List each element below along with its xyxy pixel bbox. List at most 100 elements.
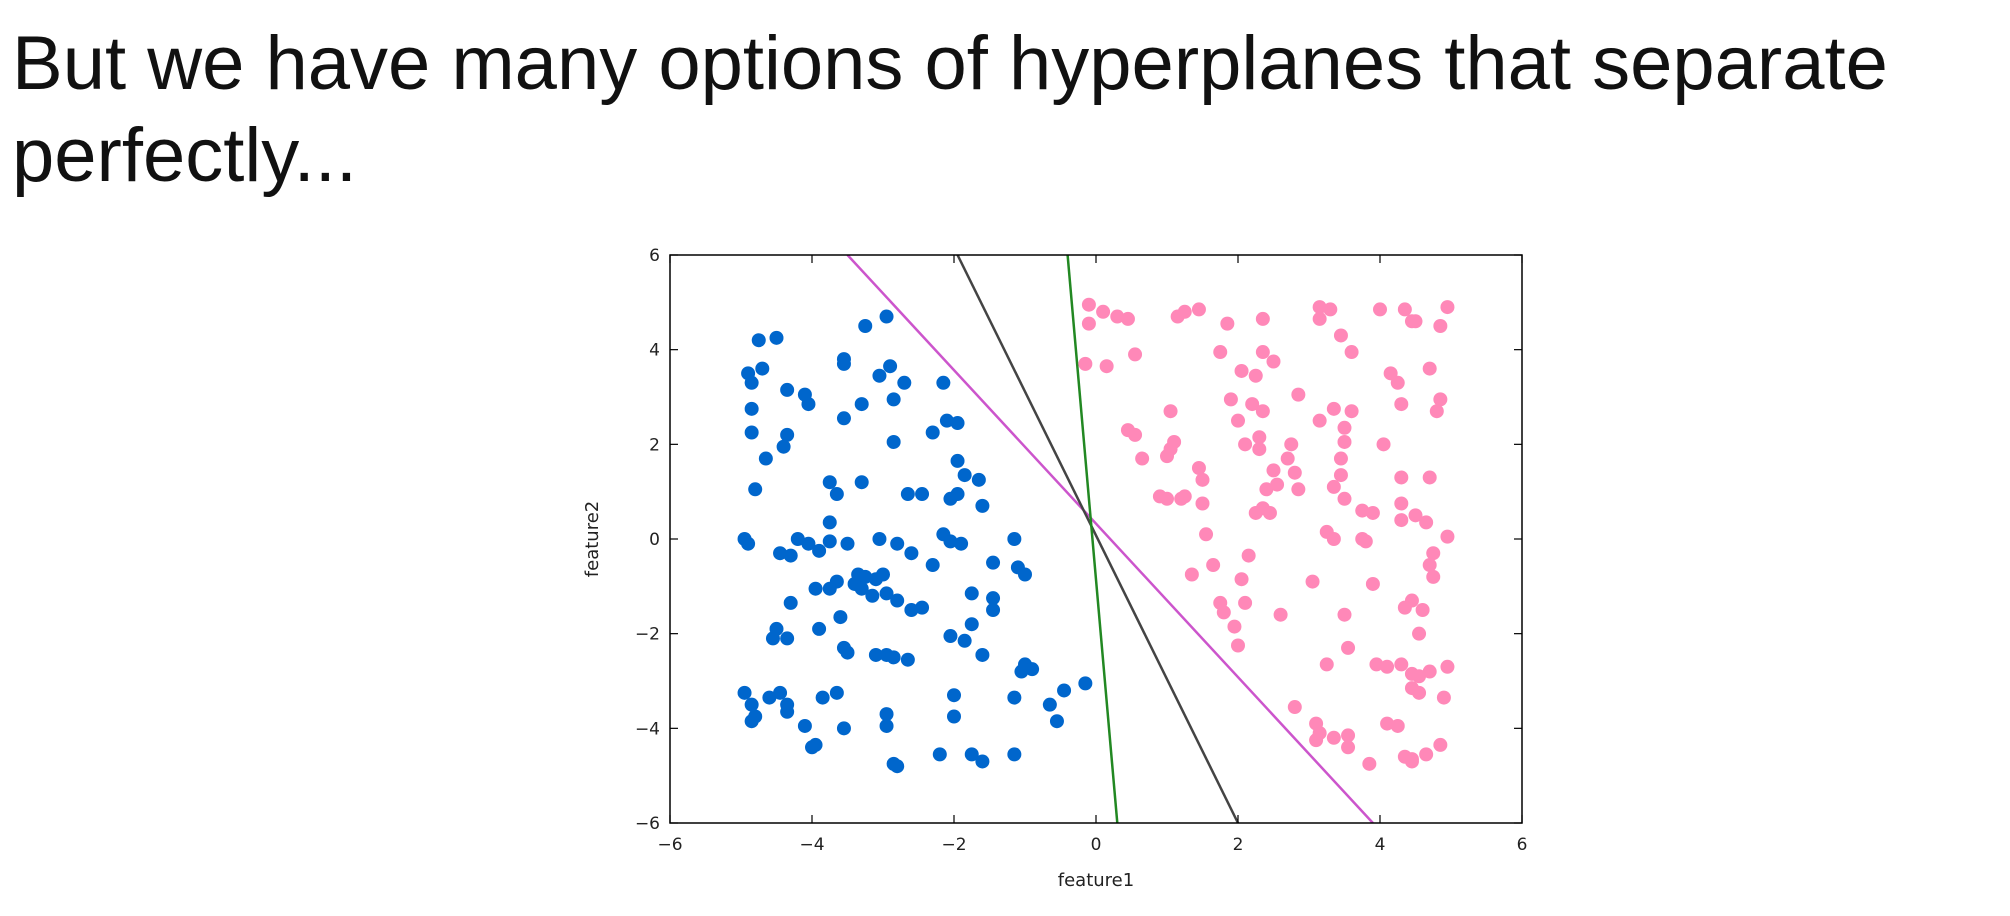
y-axis-label: feature2 bbox=[582, 501, 603, 577]
data-point-class-1 bbox=[805, 740, 819, 755]
data-point-class-1 bbox=[872, 532, 887, 546]
data-point-class-1 bbox=[986, 603, 1001, 617]
data-point-class-1 bbox=[790, 532, 805, 546]
data-point-class-2 bbox=[1128, 347, 1143, 362]
data-point-class-2 bbox=[1252, 430, 1267, 445]
data-point-class-1 bbox=[801, 536, 816, 551]
data-point-class-2 bbox=[1195, 496, 1210, 511]
data-point-class-1 bbox=[854, 475, 869, 490]
data-point-class-2 bbox=[1426, 546, 1441, 561]
data-point-class-1 bbox=[950, 453, 965, 468]
data-point-class-1 bbox=[947, 688, 961, 703]
data-point-class-2 bbox=[1266, 354, 1281, 369]
data-point-class-2 bbox=[1440, 529, 1455, 544]
data-point-class-1 bbox=[943, 491, 958, 506]
data-point-class-2 bbox=[1337, 420, 1352, 435]
data-point-class-2 bbox=[1312, 413, 1327, 428]
data-point-class-2 bbox=[1433, 737, 1448, 752]
data-point-class-1 bbox=[957, 468, 972, 483]
data-point-class-2 bbox=[1365, 505, 1380, 520]
data-point-class-1 bbox=[964, 617, 979, 632]
data-point-class-1 bbox=[964, 586, 979, 601]
data-point-class-1 bbox=[971, 472, 986, 487]
data-point-class-2 bbox=[1362, 756, 1377, 771]
data-point-class-2 bbox=[1227, 619, 1242, 634]
data-point-class-1 bbox=[868, 647, 883, 662]
data-point-class-1 bbox=[776, 439, 791, 454]
data-point-class-1 bbox=[932, 747, 947, 762]
data-point-class-1 bbox=[954, 536, 969, 551]
data-point-class-2 bbox=[1255, 311, 1270, 326]
data-point-class-1 bbox=[737, 685, 752, 700]
data-point-class-2 bbox=[1422, 664, 1437, 679]
data-point-class-2 bbox=[1287, 700, 1302, 715]
y-tick-label: 2 bbox=[649, 435, 660, 455]
data-point-class-2 bbox=[1337, 607, 1352, 622]
data-point-class-1 bbox=[886, 434, 901, 449]
data-point-class-1 bbox=[915, 600, 930, 615]
data-points bbox=[737, 297, 1455, 774]
data-point-class-1 bbox=[879, 586, 894, 601]
data-point-class-1 bbox=[879, 707, 894, 722]
data-point-class-1 bbox=[1025, 662, 1040, 677]
data-point-class-1 bbox=[780, 631, 795, 646]
data-point-class-1 bbox=[904, 603, 919, 617]
data-point-class-1 bbox=[947, 709, 961, 724]
data-point-class-1 bbox=[836, 356, 851, 371]
data-point-class-2 bbox=[1291, 482, 1306, 497]
data-point-class-2 bbox=[1177, 304, 1192, 319]
data-point-class-1 bbox=[943, 534, 958, 549]
data-point-class-2 bbox=[1390, 718, 1405, 733]
data-point-class-2 bbox=[1422, 361, 1437, 376]
data-point-class-2 bbox=[1433, 319, 1448, 333]
data-point-class-1 bbox=[744, 714, 759, 729]
y-tick-label: 6 bbox=[649, 246, 660, 266]
data-point-class-2 bbox=[1238, 437, 1253, 452]
data-point-class-2 bbox=[1326, 532, 1341, 546]
data-point-class-1 bbox=[840, 536, 855, 551]
data-point-class-1 bbox=[744, 697, 759, 712]
data-point-class-1 bbox=[744, 375, 759, 390]
data-point-class-1 bbox=[872, 368, 887, 383]
data-point-class-2 bbox=[1390, 375, 1405, 390]
data-point-class-2 bbox=[1081, 297, 1096, 312]
x-tick-label: −4 bbox=[799, 835, 824, 855]
data-point-class-1 bbox=[975, 754, 990, 769]
data-point-class-2 bbox=[1128, 427, 1143, 442]
data-point-class-2 bbox=[1333, 328, 1348, 343]
y-tick-label: −2 bbox=[635, 625, 660, 645]
data-point-class-1 bbox=[900, 652, 915, 667]
data-point-class-2 bbox=[1429, 404, 1444, 419]
data-point-class-1 bbox=[858, 569, 873, 584]
hyperplane-lines bbox=[846, 255, 1374, 823]
data-point-class-2 bbox=[1380, 716, 1395, 731]
data-point-class-1 bbox=[858, 319, 873, 333]
data-point-class-1 bbox=[897, 375, 912, 390]
data-point-class-1 bbox=[780, 382, 795, 397]
data-point-class-2 bbox=[1231, 638, 1245, 653]
data-point-class-2 bbox=[1376, 437, 1391, 452]
data-point-class-2 bbox=[1273, 607, 1288, 622]
data-point-class-1 bbox=[890, 593, 905, 608]
data-point-class-1 bbox=[854, 581, 869, 596]
data-point-class-2 bbox=[1234, 363, 1249, 378]
data-point-class-2 bbox=[1404, 681, 1419, 696]
data-point-class-1 bbox=[890, 759, 905, 774]
data-point-class-2 bbox=[1177, 489, 1192, 504]
data-point-class-2 bbox=[1312, 311, 1327, 326]
data-point-class-2 bbox=[1291, 387, 1306, 402]
data-point-class-2 bbox=[1319, 657, 1334, 672]
data-point-class-1 bbox=[822, 515, 837, 530]
data-point-class-1 bbox=[744, 425, 759, 440]
separating-line-3 bbox=[1066, 255, 1119, 823]
data-point-class-2 bbox=[1191, 302, 1206, 317]
data-point-class-1 bbox=[915, 487, 930, 502]
data-point-class-1 bbox=[1018, 567, 1032, 582]
axis-ticks: −6 −4 −2 0 2 4 6 −6 −4 −2 0 2 4 6 bbox=[635, 246, 1527, 855]
data-point-class-1 bbox=[812, 543, 827, 558]
data-point-class-2 bbox=[1440, 300, 1455, 315]
data-point-class-2 bbox=[1309, 733, 1324, 748]
data-point-class-1 bbox=[744, 401, 759, 416]
data-point-class-1 bbox=[769, 621, 784, 636]
data-point-class-1 bbox=[755, 361, 770, 376]
